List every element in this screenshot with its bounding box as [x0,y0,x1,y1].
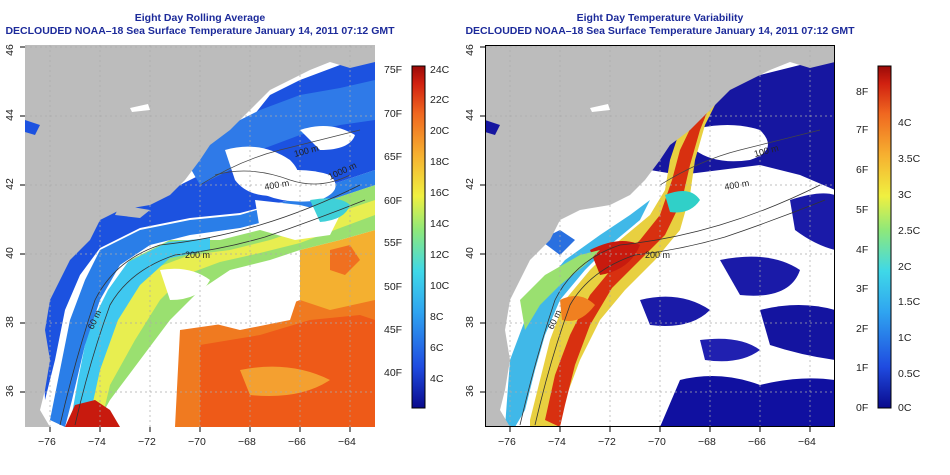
colorbar-c-label: 1.5C [898,296,921,308]
y-tick-label: 36 [3,385,16,397]
colorbar-f-label: 40F [384,367,403,379]
colorbar-c-label: 20C [430,125,450,137]
x-tick-label: −70 [188,436,206,448]
x-tick-label: −64 [798,436,816,448]
right-map-frame [485,45,835,427]
y-tick-label: 46 [463,44,476,56]
colorbar-c-label: 22C [430,94,450,106]
left-title-line1: Eight Day Rolling Average [134,12,266,24]
x-tick-label: −74 [548,436,566,448]
y-tick-label: 40 [463,247,476,259]
y-tick-label: 44 [3,109,16,121]
y-tick-label: 42 [3,178,16,190]
x-tick-label: −68 [698,436,716,448]
colorbar-f-label: 7F [856,124,869,136]
colorbar-f-label: 55F [384,237,403,249]
left-contour-label: 400 m [264,178,290,192]
left-title-line2: DECLOUDED NOAA–18 Sea Surface Temperatur… [5,25,395,37]
x-tick-label: −76 [498,436,516,448]
colorbar-f-label: 2F [856,323,869,335]
right-title-line2: DECLOUDED NOAA–18 Sea Surface Temperatur… [465,25,855,37]
colorbar-c-label: 0.5C [898,368,921,380]
x-tick-label: −66 [748,436,766,448]
left-map-title: Eight Day Rolling Average DECLOUDED NOAA… [0,12,400,38]
colorbar-f-label: 3F [856,283,869,295]
y-tick-label: 38 [3,316,16,328]
colorbar-f-label: 8F [856,86,869,98]
colorbar-c-label: 0C [898,402,912,414]
colorbar-c-label: 3C [898,189,912,201]
right-land [485,45,835,427]
y-tick-label: 40 [3,247,16,259]
y-tick-label: 46 [3,44,16,56]
colorbar-f-label: 6F [856,164,869,176]
right-contour-label: 200 m [645,250,670,260]
y-tick-label: 42 [463,178,476,190]
left-colorbar [411,65,426,409]
colorbar-c-label: 14C [430,218,450,230]
colorbar-f-label: 4F [856,244,869,256]
x-tick-label: −74 [88,436,106,448]
colorbar-c-label: 2.5C [898,225,921,237]
colorbar-c-label: 18C [430,156,450,168]
colorbar-f-label: 65F [384,151,403,163]
x-tick-label: −66 [288,436,306,448]
left-shelf-water [70,185,375,427]
x-tick-label: −70 [648,436,666,448]
colorbar-c-label: 2C [898,261,912,273]
colorbar-f-label: 75F [384,64,403,76]
colorbar-f-label: 0F [856,402,869,414]
right-map-title: Eight Day Temperature Variability DECLOU… [460,12,860,38]
colorbar-c-label: 12C [430,249,450,261]
colorbar-c-label: 6C [430,342,444,354]
left-land [25,45,375,427]
colorbar-c-label: 16C [430,187,450,199]
right-contour-label: 400 m [724,178,750,192]
x-tick-label: −72 [138,436,156,448]
colorbar-f-label: 5F [856,204,869,216]
y-tick-label: 36 [463,385,476,397]
colorbar-c-label: 24C [430,64,450,76]
right-title-line1: Eight Day Temperature Variability [576,12,744,24]
colorbar-f-label: 1F [856,362,869,374]
colorbar-c-label: 1C [898,332,912,344]
colorbar-f-label: 45F [384,324,403,336]
colorbar-f-label: 60F [384,195,403,207]
x-tick-label: −72 [598,436,616,448]
x-tick-label: −68 [238,436,256,448]
right-colorbar [877,65,892,409]
right-low-variability [660,376,835,427]
colorbar-f-label: 70F [384,108,403,120]
colorbar-c-label: 8C [430,311,444,323]
colorbar-c-label: 3.5C [898,153,921,165]
colorbar-c-label: 10C [430,280,450,292]
y-tick-label: 38 [463,316,476,328]
colorbar-f-label: 50F [384,281,403,293]
colorbar-c-label: 4C [898,117,912,129]
left-contour-label: 200 m [185,250,210,260]
x-tick-label: −64 [338,436,356,448]
y-tick-label: 44 [463,109,476,121]
x-tick-label: −76 [38,436,56,448]
colorbar-c-label: 4C [430,373,444,385]
